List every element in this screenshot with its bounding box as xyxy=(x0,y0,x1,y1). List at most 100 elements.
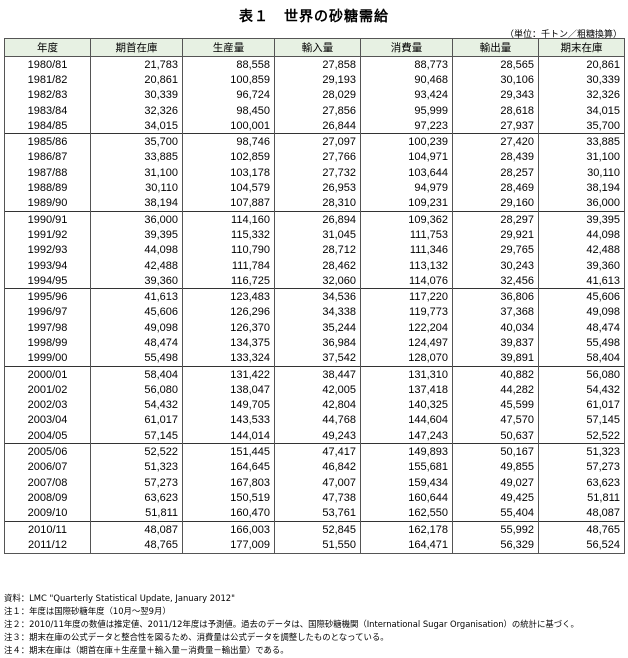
value-cell: 47,570 xyxy=(452,412,539,429)
value-cell: 58,404 xyxy=(538,350,625,367)
value-cell: 29,160 xyxy=(452,195,539,212)
value-cell: 144,014 xyxy=(182,428,275,444)
value-cell: 31,100 xyxy=(90,165,183,181)
value-cell: 56,080 xyxy=(90,382,183,398)
year-cell: 1989/90 xyxy=(4,195,91,212)
value-cell: 30,110 xyxy=(538,165,625,181)
value-cell: 45,606 xyxy=(538,288,625,305)
value-cell: 44,768 xyxy=(274,412,361,429)
value-cell: 27,766 xyxy=(274,149,361,166)
value-cell: 63,623 xyxy=(538,475,625,491)
page-title: 表１ 世界の砂糖需給 xyxy=(239,9,389,25)
col-header: 輸出量 xyxy=(452,38,539,57)
value-cell: 93,424 xyxy=(360,87,453,103)
value-cell: 38,447 xyxy=(274,365,361,383)
value-cell: 48,765 xyxy=(538,520,625,538)
value-cell: 140,325 xyxy=(360,397,453,413)
table-row: 1984/85 34,015 100,001 26,844 97,223 27,937 35… xyxy=(4,118,625,134)
table-row: 1986/87 33,885 102,859 27,766 104,971 28,439 3… xyxy=(4,149,625,166)
value-cell: 30,339 xyxy=(538,72,625,88)
year-cell: 1987/88 xyxy=(4,165,91,181)
value-cell: 27,420 xyxy=(452,133,539,150)
value-cell: 103,644 xyxy=(360,165,453,181)
value-cell: 44,282 xyxy=(452,382,539,398)
table-row: 1994/95 39,360 116,725 32,060 114,076 32,456 4… xyxy=(4,273,625,289)
value-cell: 28,439 xyxy=(452,149,539,166)
value-cell: 48,474 xyxy=(90,335,183,351)
value-cell: 45,599 xyxy=(452,397,539,413)
value-cell: 57,145 xyxy=(538,412,625,429)
value-cell: 28,257 xyxy=(452,165,539,181)
value-cell: 57,273 xyxy=(538,459,625,476)
table-row: 1996/97 45,606 126,296 34,338 119,773 37,368 4… xyxy=(4,304,625,321)
value-cell: 61,017 xyxy=(90,412,183,429)
value-cell: 131,310 xyxy=(360,365,453,383)
value-cell: 95,999 xyxy=(360,102,453,119)
value-cell: 28,462 xyxy=(274,257,361,274)
year-cell: 2007/08 xyxy=(4,475,91,491)
value-cell: 164,645 xyxy=(182,459,275,476)
table-row: 1995/96 41,613 123,483 34,536 117,220 36,806 4… xyxy=(4,288,625,305)
value-cell: 37,368 xyxy=(452,304,539,321)
value-cell: 21,783 xyxy=(90,56,183,73)
year-cell: 1988/89 xyxy=(4,180,91,196)
value-cell: 159,434 xyxy=(360,475,453,491)
value-cell: 53,761 xyxy=(274,505,361,522)
value-cell: 116,725 xyxy=(182,273,275,289)
value-cell: 166,003 xyxy=(182,520,275,538)
value-cell: 28,618 xyxy=(452,102,539,119)
table-row: 1987/88 31,100 103,178 27,732 103,644 28,257 3… xyxy=(4,165,625,181)
col-header: 年度 xyxy=(4,38,91,57)
value-cell: 50,167 xyxy=(452,443,539,460)
table-row: 2010/11 48,087 166,003 52,845 162,178 55,992 4… xyxy=(4,520,625,538)
value-cell: 38,194 xyxy=(90,195,183,212)
value-cell: 49,027 xyxy=(452,475,539,491)
value-cell: 33,885 xyxy=(538,133,625,150)
value-cell: 36,000 xyxy=(90,210,183,228)
value-cell: 104,971 xyxy=(360,149,453,166)
year-cell: 1995/96 xyxy=(4,288,91,305)
value-cell: 98,746 xyxy=(182,133,275,150)
header-row: 年度 期首在庫 生産量 輸入量 消費量 輸出量 期末在庫 xyxy=(4,38,625,57)
table-row: 1992/93 44,098 110,790 28,712 111,346 29,765 4… xyxy=(4,242,625,258)
table-row: 2007/08 57,273 167,803 47,007 159,434 49,027 6… xyxy=(4,475,625,491)
value-cell: 100,001 xyxy=(182,118,275,134)
value-cell: 35,244 xyxy=(274,320,361,336)
value-cell: 55,498 xyxy=(538,335,625,351)
table-row: 2002/03 54,432 149,705 42,804 140,325 45,599 6… xyxy=(4,397,625,413)
value-cell: 28,310 xyxy=(274,195,361,212)
year-cell: 1994/95 xyxy=(4,273,91,289)
value-cell: 26,953 xyxy=(274,180,361,196)
value-cell: 44,098 xyxy=(538,227,625,243)
value-cell: 114,160 xyxy=(182,210,275,228)
value-cell: 34,338 xyxy=(274,304,361,321)
table-row: 1991/92 39,395 115,332 31,045 111,753 29,921 4… xyxy=(4,227,625,243)
value-cell: 151,445 xyxy=(182,443,275,460)
col-header: 期首在庫 xyxy=(90,38,183,57)
value-cell: 100,859 xyxy=(182,72,275,88)
value-cell: 48,087 xyxy=(90,520,183,538)
value-cell: 40,034 xyxy=(452,320,539,336)
value-cell: 51,323 xyxy=(90,459,183,476)
value-cell: 49,243 xyxy=(274,428,361,444)
value-cell: 48,765 xyxy=(90,537,183,554)
value-cell: 28,029 xyxy=(274,87,361,103)
value-cell: 149,893 xyxy=(360,443,453,460)
note-3: 注３：期末在庫の公式データと整合性を図るため、消費量は公式データを調整したものと… xyxy=(4,632,389,642)
value-cell: 36,806 xyxy=(452,288,539,305)
year-cell: 2003/04 xyxy=(4,412,91,429)
value-cell: 122,204 xyxy=(360,320,453,336)
value-cell: 109,362 xyxy=(360,210,453,228)
sugar-table: 年度 期首在庫 生産量 輸入量 消費量 輸出量 期末在庫 1980/81 21,7… xyxy=(4,38,625,554)
table-row: 2009/10 51,811 160,470 53,761 162,550 55,404 4… xyxy=(4,505,625,522)
col-header: 輸入量 xyxy=(274,38,361,57)
value-cell: 35,700 xyxy=(90,133,183,150)
value-cell: 56,080 xyxy=(538,365,625,383)
value-cell: 46,842 xyxy=(274,459,361,476)
table-row: 2000/01 58,404 131,422 38,447 131,310 40,882 5… xyxy=(4,365,625,383)
value-cell: 29,193 xyxy=(274,72,361,88)
value-cell: 117,220 xyxy=(360,288,453,305)
value-cell: 20,861 xyxy=(538,56,625,73)
value-cell: 51,811 xyxy=(538,490,625,506)
